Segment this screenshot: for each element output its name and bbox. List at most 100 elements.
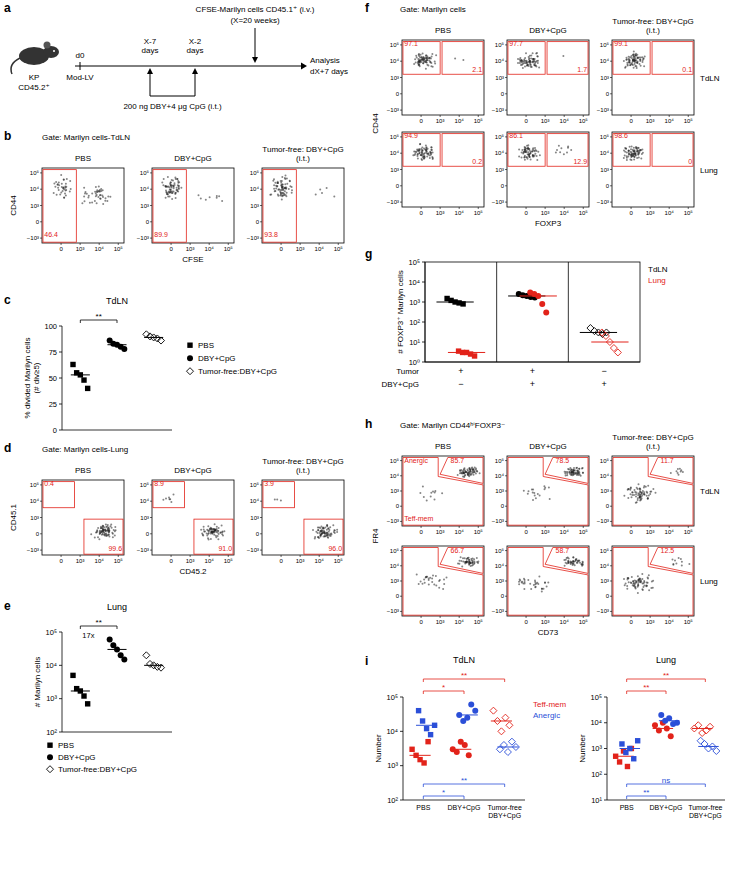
event [278, 188, 280, 190]
event [636, 62, 638, 64]
event [646, 492, 648, 494]
tick-label: 0 [606, 593, 610, 599]
event [639, 490, 641, 492]
event [432, 157, 434, 159]
event [464, 475, 466, 477]
tick-label: −10³ [247, 547, 259, 553]
event [469, 562, 471, 564]
event [469, 471, 471, 473]
event [468, 557, 470, 559]
event [625, 148, 627, 150]
event [519, 60, 521, 62]
event [218, 195, 220, 197]
tick-label: 10⁵ [224, 558, 234, 564]
condition-title: DBY+CpG [174, 154, 212, 163]
event [549, 498, 551, 500]
event-cloud [200, 523, 225, 540]
event [430, 58, 432, 60]
event [637, 153, 639, 155]
event [532, 491, 534, 493]
gate [440, 458, 483, 484]
tick [150, 533, 152, 534]
event [528, 490, 530, 492]
event [458, 563, 460, 565]
axis-title: CD73 [538, 628, 559, 637]
event [204, 531, 206, 533]
tick-label: 10³ [186, 246, 195, 252]
tick [610, 153, 612, 154]
event [430, 146, 432, 148]
tick [40, 189, 42, 190]
event [460, 560, 462, 562]
event [274, 499, 276, 501]
event [629, 146, 631, 148]
event [328, 531, 330, 533]
tick [505, 521, 507, 522]
tick-label: 10⁴ [30, 498, 40, 504]
axis-title: CD45.1 [9, 503, 18, 531]
event [532, 58, 534, 60]
tick [583, 616, 584, 618]
event [544, 582, 546, 584]
event-cloud [523, 485, 551, 501]
event [576, 467, 578, 469]
event [323, 528, 325, 530]
panel-letter: b [4, 129, 11, 143]
tick [80, 555, 81, 557]
event [216, 528, 218, 530]
event [221, 531, 223, 533]
tick [400, 110, 402, 111]
tick [400, 460, 402, 461]
event [468, 559, 470, 561]
event [91, 202, 93, 204]
event [54, 186, 56, 188]
event [62, 188, 64, 190]
tick [59, 430, 62, 431]
tick [545, 616, 546, 618]
tick-label: 10⁵ [474, 619, 484, 625]
event [94, 536, 96, 538]
gate-value: 0.1 [682, 66, 692, 73]
event [530, 66, 532, 68]
event [426, 156, 428, 158]
tick-label: 10⁴ [205, 558, 215, 564]
event [414, 154, 416, 156]
event [272, 180, 274, 182]
tick-label: 0 [419, 619, 423, 625]
event [639, 488, 641, 490]
event [643, 65, 645, 67]
event [471, 467, 473, 469]
event [324, 527, 326, 529]
plot-frame [42, 168, 124, 243]
event [217, 530, 219, 532]
event [203, 529, 205, 531]
event-cloud [269, 175, 293, 201]
tick [583, 526, 584, 528]
tick-label: 10⁵ [600, 458, 610, 464]
tick [61, 555, 62, 557]
event [559, 151, 561, 153]
tick [505, 93, 507, 94]
event [533, 60, 535, 62]
point [121, 346, 127, 352]
tick [505, 581, 507, 582]
event [289, 180, 291, 182]
tick [505, 475, 507, 476]
event [577, 471, 579, 473]
event [634, 63, 636, 65]
event [652, 587, 654, 589]
event [277, 193, 279, 195]
event [431, 578, 433, 580]
tick [440, 616, 441, 618]
event [428, 57, 430, 59]
tick-label: −10³ [387, 199, 399, 205]
gate-value: 12.5 [661, 547, 675, 554]
tick [300, 243, 301, 245]
gate [545, 458, 588, 484]
event [539, 154, 541, 156]
event [432, 574, 434, 576]
event [626, 152, 628, 154]
event [466, 562, 468, 564]
event [167, 192, 169, 194]
marks [70, 331, 164, 391]
